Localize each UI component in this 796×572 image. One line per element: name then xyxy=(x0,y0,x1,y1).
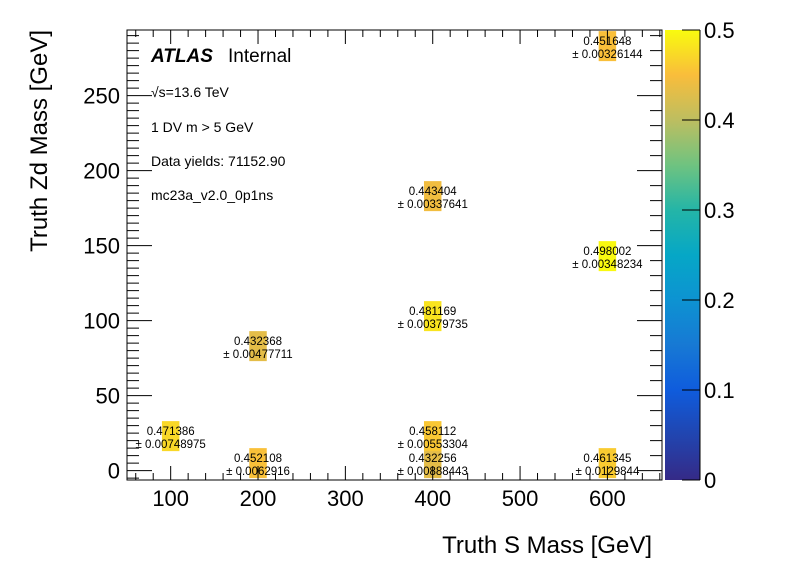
cell-value-label: 0.452108 xyxy=(234,453,282,465)
legend-line-selection: 1 DV m > 5 GeV xyxy=(151,119,254,135)
plot-frame xyxy=(126,29,663,481)
x-tick-label: 500 xyxy=(502,486,539,511)
heatmap-cell xyxy=(423,448,442,479)
x-tick-label: 300 xyxy=(327,486,364,511)
y-tick-label: 50 xyxy=(96,384,120,409)
heatmap-cell xyxy=(423,301,442,332)
axis-ticks xyxy=(127,30,662,480)
x-tick-labels: 100 200 300 400 500 600 xyxy=(152,486,625,511)
y-axis-title: Truth Zd Mass [GeV] xyxy=(26,30,53,252)
cell-error-label: ± 0.00326144 xyxy=(572,49,643,61)
cell-value-label: 0.461345 xyxy=(583,453,631,465)
legend: ATLAS Internal √s=13.6 TeV 1 DV m > 5 Ge… xyxy=(150,46,291,203)
legend-line-energy: √s=13.6 TeV xyxy=(151,84,230,100)
cell-error-label: ± 0.00477711 xyxy=(223,349,292,361)
cell-value-label: 0.481169 xyxy=(409,306,456,318)
x-tick-label: 200 xyxy=(240,486,277,511)
cell-value-label: 0.498002 xyxy=(583,246,631,258)
heatmap-cell xyxy=(598,448,617,479)
colorbar: 0 0.1 0.2 0.3 0.4 0.5 xyxy=(665,18,735,493)
cell-error-label: ± 0.00337641 xyxy=(398,199,468,211)
colorbar-tick-label: 0.1 xyxy=(704,378,735,403)
y-tick-label: 0 xyxy=(108,459,120,484)
x-tick-label: 600 xyxy=(589,486,626,511)
colorbar-tick-label: 0.5 xyxy=(704,18,735,43)
y-tick-label: 200 xyxy=(83,159,120,184)
colorbar-tick-label: 0.3 xyxy=(704,198,735,223)
cell-error-label: ± 0.00748975 xyxy=(136,439,206,451)
y-tick-label: 250 xyxy=(83,84,120,109)
heatmap-cell xyxy=(249,448,267,479)
heatmap-cell xyxy=(249,331,267,362)
heatmap-cell xyxy=(598,31,617,62)
cell-error-label: ± 0.00348234 xyxy=(572,259,643,271)
colorbar-ticks: 0 0.1 0.2 0.3 0.4 0.5 xyxy=(682,18,735,493)
heatmap-cells xyxy=(161,31,617,479)
cell-value-label: 0.471386 xyxy=(147,426,195,438)
colorbar-gradient xyxy=(665,30,700,480)
x-axis-title: Truth S Mass [GeV] xyxy=(442,532,652,559)
y-tick-label: 100 xyxy=(83,309,120,334)
heatmap-cell xyxy=(161,421,180,452)
cell-error-label: ± 0.00379735 xyxy=(398,319,468,331)
legend-line-sample: mc23a_v2.0_0p1ns xyxy=(151,187,273,203)
cell-value-label: 0.458112 xyxy=(409,426,456,438)
cell-value-label: 0.432368 xyxy=(234,336,282,348)
x-tick-label: 400 xyxy=(414,486,451,511)
heatmap-cell xyxy=(423,181,442,212)
colorbar-tick-label: 0 xyxy=(704,468,716,493)
heatmap-cell xyxy=(423,421,442,452)
atlas-label: ATLAS xyxy=(150,46,213,67)
colorbar-tick-label: 0.4 xyxy=(704,108,735,133)
heatmap-cell xyxy=(598,241,617,272)
cell-value-label: 0.432256 xyxy=(409,453,457,465)
y-tick-labels: 0 50 100 150 200 250 xyxy=(83,84,120,484)
cell-value-label: 0.443404 xyxy=(409,186,458,198)
legend-line-yields: Data yields: 71152.90 xyxy=(151,153,286,169)
y-tick-label: 150 xyxy=(83,234,120,259)
colorbar-tick-label: 0.2 xyxy=(704,288,735,313)
x-tick-label: 100 xyxy=(152,486,189,511)
internal-label: Internal xyxy=(228,46,291,67)
cell-error-label: ± 0.00553304 xyxy=(398,439,469,451)
